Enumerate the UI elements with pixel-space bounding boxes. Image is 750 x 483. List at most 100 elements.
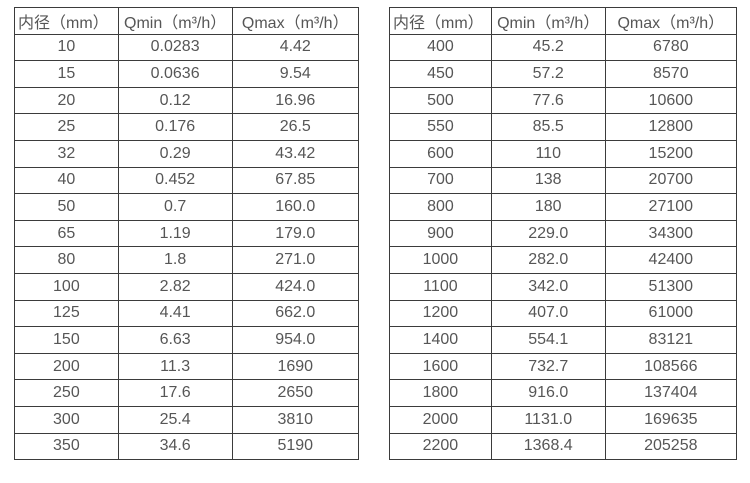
table-cell: 954.0 [231,326,360,354]
table-cell: 1800 [389,379,492,407]
table-row: 150 6.63 954.0 [14,326,360,354]
table-cell: 45.2 [490,33,606,62]
table-row: 100 2.82 424.0 [14,272,360,301]
table-cell: 0.29 [117,139,233,168]
table-row: 600 110 15200 [389,139,738,168]
table-cell: 150 [14,326,119,354]
table-row: 700 138 20700 [389,166,738,195]
table-cell: 800 [389,193,492,221]
table-cell: 3810 [231,405,360,434]
table-cell: 407.0 [490,299,606,328]
table-cell: 17.6 [117,379,233,407]
table-cell: 205258 [604,432,738,461]
table-cell: 57.2 [490,60,606,88]
table-cell: 1.19 [117,219,233,248]
flow-rate-tables-page: 内径（mm） Qmin（m³/h） Qmax（m³/h） 10 0.0283 4.4… [14,7,738,461]
table-body: 10 0.0283 4.42 15 0.0636 9.54 20 0.12 16.96 25 0.1… [14,33,360,461]
table-cell: 25.4 [117,405,233,434]
table-cell: 34300 [604,219,738,248]
table-cell: 32 [14,139,119,168]
table-cell: 83121 [604,326,738,354]
header-row: 内径（mm） Qmin（m³/h） Qmax（m³/h） [14,7,360,35]
table-cell: 1400 [389,326,492,354]
table-row: 400 45.2 6780 [389,33,738,62]
table-cell: 6.63 [117,326,233,354]
table-row: 550 85.5 12800 [389,113,738,141]
table-row: 10 0.0283 4.42 [14,33,360,62]
table-row: 1600 732.7 108566 [389,352,738,381]
table-cell: 600 [389,139,492,168]
table-cell: 25 [14,113,119,141]
table-row: 15 0.0636 9.54 [14,60,360,88]
table-cell: 424.0 [231,272,360,301]
table-cell: 662.0 [231,299,360,328]
table-cell: 550 [389,113,492,141]
table-cell: 1200 [389,299,492,328]
table-cell: 169635 [604,405,738,434]
table-cell: 20 [14,86,119,115]
table-row: 300 25.4 3810 [14,405,360,434]
table-row: 450 57.2 8570 [389,60,738,88]
table-row: 65 1.19 179.0 [14,219,360,248]
table-row: 32 0.29 43.42 [14,139,360,168]
table-cell: 77.6 [490,86,606,115]
table-row: 1400 554.1 83121 [389,326,738,354]
table-cell: 0.452 [117,166,233,195]
header-row: 内径（mm） Qmin（m³/h） Qmax（m³/h） [389,7,738,35]
table-cell: 15 [14,60,119,88]
table-cell: 229.0 [490,219,606,248]
table-cell: 80 [14,246,119,274]
table-cell: 500 [389,86,492,115]
flow-table-large-diameter: 内径（mm） Qmin（m³/h） Qmax（m³/h） 400 45.2 6780… [389,7,738,461]
table-cell: 61000 [604,299,738,328]
table-cell: 342.0 [490,272,606,301]
header-inner-diameter: 内径（mm） [14,7,119,35]
table-cell: 250 [14,379,119,407]
table-cell: 108566 [604,352,738,381]
table-cell: 67.85 [231,166,360,195]
table-row: 200 11.3 1690 [14,352,360,381]
table-cell: 65 [14,219,119,248]
table-cell: 0.0283 [117,33,233,62]
table-row: 1100 342.0 51300 [389,272,738,301]
table-cell: 34.6 [117,432,233,461]
table-cell: 400 [389,33,492,62]
table-row: 20 0.12 16.96 [14,86,360,115]
header-qmin: Qmin（m³/h） [490,7,606,35]
table-cell: 1131.0 [490,405,606,434]
table-cell: 8570 [604,60,738,88]
header-qmax: Qmax（m³/h） [604,7,738,35]
table-cell: 900 [389,219,492,248]
table-cell: 12800 [604,113,738,141]
table-cell: 100 [14,272,119,301]
table-cell: 2.82 [117,272,233,301]
table-row: 350 34.6 5190 [14,432,360,461]
header-qmax: Qmax（m³/h） [231,7,360,35]
table-row: 2000 1131.0 169635 [389,405,738,434]
table-cell: 0.0636 [117,60,233,88]
table-cell: 0.176 [117,113,233,141]
table-cell: 50 [14,193,119,221]
table-cell: 85.5 [490,113,606,141]
table-row: 250 17.6 2650 [14,379,360,407]
table-cell: 1.8 [117,246,233,274]
table-row: 125 4.41 662.0 [14,299,360,328]
table-cell: 1600 [389,352,492,381]
table-cell: 180 [490,193,606,221]
table-cell: 271.0 [231,246,360,274]
table-cell: 179.0 [231,219,360,248]
table-cell: 16.96 [231,86,360,115]
table-cell: 0.12 [117,86,233,115]
table-cell: 137404 [604,379,738,407]
table-cell: 350 [14,432,119,461]
table-cell: 10 [14,33,119,62]
table-cell: 1690 [231,352,360,381]
table-cell: 1100 [389,272,492,301]
table-cell: 20700 [604,166,738,195]
table-body: 400 45.2 6780 450 57.2 8570 500 77.6 10600 550 85.… [389,33,738,461]
table-cell: 0.7 [117,193,233,221]
table-cell: 40 [14,166,119,195]
header-inner-diameter: 内径（mm） [389,7,492,35]
table-cell: 160.0 [231,193,360,221]
table-cell: 51300 [604,272,738,301]
